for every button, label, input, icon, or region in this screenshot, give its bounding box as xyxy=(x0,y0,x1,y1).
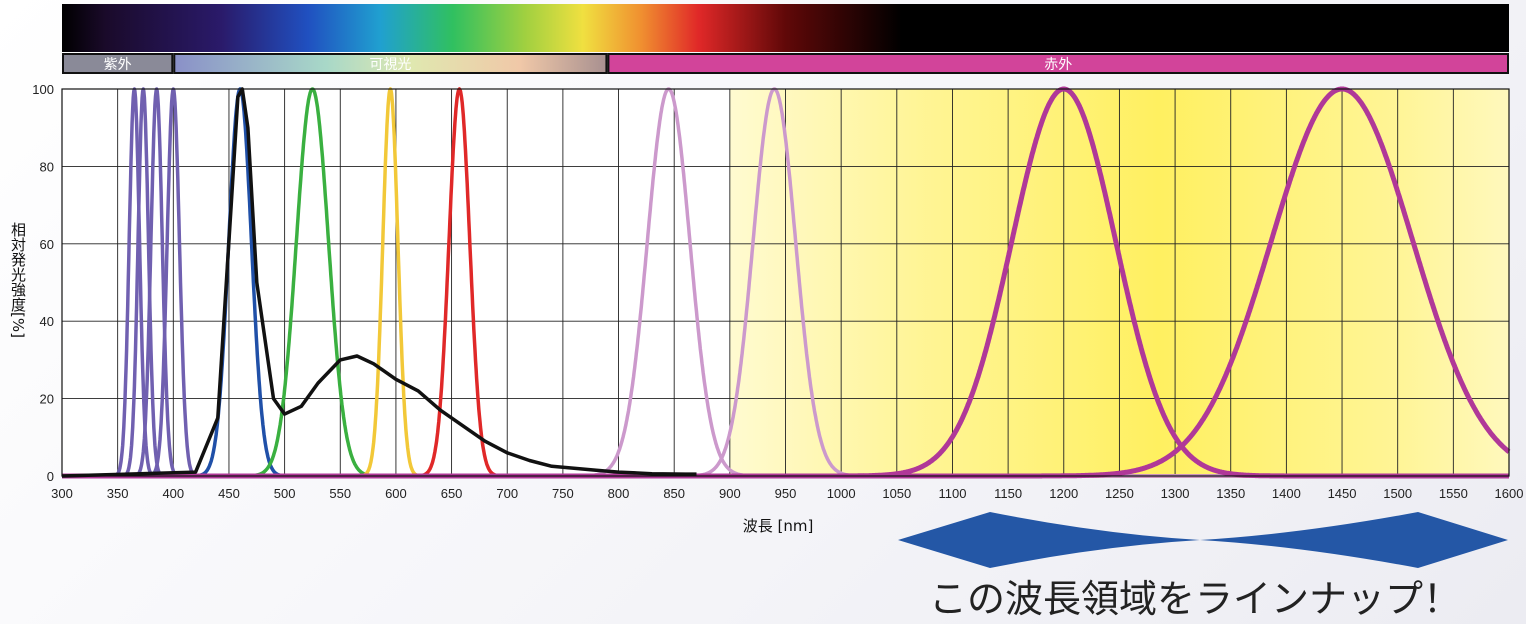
y-ticks: 0 20 40 60 80 100 xyxy=(32,82,54,484)
band-label: 可視光 xyxy=(369,57,411,73)
x-tick-label: 1400 xyxy=(1272,486,1301,501)
y-tick-label: 100 xyxy=(32,82,54,97)
y-tick-label: 20 xyxy=(40,392,54,407)
band-2 xyxy=(607,53,1509,74)
x-tick-label: 1550 xyxy=(1439,486,1468,501)
x-tick-label: 1450 xyxy=(1328,486,1357,501)
band-bar: 紫外 可視光 赤外 xyxy=(62,53,1509,74)
x-tick-label: 850 xyxy=(663,486,685,501)
double-arrow-icon xyxy=(898,512,1508,568)
band-1 xyxy=(173,53,608,74)
y-tick-label: 0 xyxy=(47,469,54,484)
x-tick-label: 450 xyxy=(218,486,240,501)
x-tick-label: 550 xyxy=(329,486,351,501)
x-tick-label: 900 xyxy=(719,486,741,501)
band-label: 紫外 xyxy=(104,57,132,73)
x-tick-label: 1000 xyxy=(827,486,856,501)
plot-frame xyxy=(61,88,1510,477)
x-tick-label: 600 xyxy=(385,486,407,501)
x-tick-label: 1350 xyxy=(1216,486,1245,501)
x-tick-label: 500 xyxy=(274,486,296,501)
x-tick-label: 300 xyxy=(51,486,73,501)
x-tick-label: 350 xyxy=(107,486,129,501)
x-tick-label: 950 xyxy=(775,486,797,501)
spectrum-strip xyxy=(62,4,1509,52)
y-tick-label: 40 xyxy=(40,314,54,329)
x-ticks: 300 350 400 450 500 550 600 650 700 750 800 850 900 9… xyxy=(51,486,1523,501)
x-tick-label: 1100 xyxy=(938,486,966,501)
y-tick-label: 80 xyxy=(40,159,54,174)
x-tick-label: 1600 xyxy=(1495,486,1524,501)
x-tick-label: 1250 xyxy=(1105,486,1134,501)
y-tick-label: 60 xyxy=(40,237,54,252)
x-tick-label: 1300 xyxy=(1161,486,1190,501)
x-tick-label: 1200 xyxy=(1049,486,1078,501)
series-line-12 xyxy=(61,87,697,478)
x-tick-label: 650 xyxy=(441,486,463,501)
x-tick-label: 700 xyxy=(496,486,518,501)
x-tick-label: 1150 xyxy=(994,486,1022,501)
x-axis-label: 波長 [nm] xyxy=(743,517,814,535)
y-axis-label: 相対発光強度[%] xyxy=(9,222,27,338)
x-tick-label: 1050 xyxy=(882,486,911,501)
tagline: この波長領域をラインナップ！ xyxy=(929,577,1461,621)
x-tick-label: 750 xyxy=(552,486,574,501)
x-tick-label: 800 xyxy=(608,486,630,501)
band-label: 赤外 xyxy=(1044,57,1072,73)
x-tick-label: 400 xyxy=(162,486,184,501)
band-0 xyxy=(62,53,174,74)
x-tick-label: 1500 xyxy=(1383,486,1412,501)
